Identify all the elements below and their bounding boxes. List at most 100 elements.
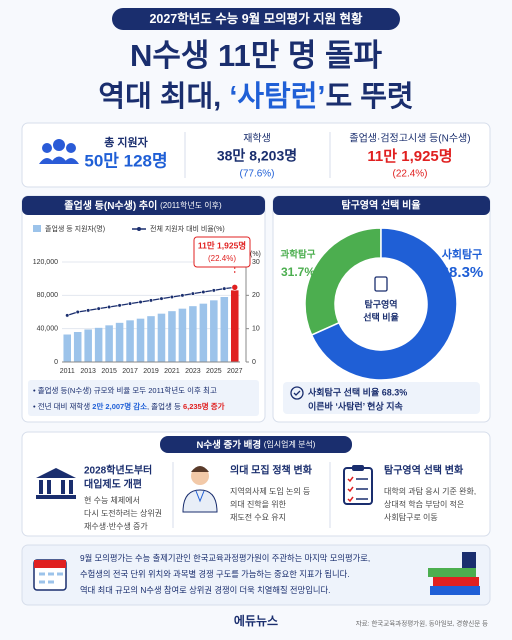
legend-label: 졸업생 등 지원자(명): [45, 224, 105, 233]
stat-value: 38만 8,203명: [217, 148, 297, 164]
note-text: 졸업생 등(N수생) 규모와 비율 모두 2011학년도 이후 최고: [38, 385, 217, 395]
pie-center-label: 선택 비율: [363, 311, 399, 322]
summary-line: 역대 최대 규모의 N수생 참여로 상위권 경쟁이 더욱 치열해질 전망입니다.: [80, 585, 330, 595]
y-tick-label: 80,000: [37, 292, 59, 299]
item-title: 의대 모집 정책 변화: [230, 464, 313, 477]
source: 자료: 한국교육과정평가원, 동아일보, 경향신문 등: [356, 619, 488, 628]
pie-slice: [310, 227, 458, 381]
title-part: 도 뚜렷: [325, 80, 413, 113]
annotation: (22.4%): [208, 254, 236, 263]
y-tick-label: 40,000: [37, 326, 59, 333]
line-point: [159, 296, 164, 301]
line-point: [180, 293, 185, 298]
y-tick-label: 0: [54, 359, 58, 366]
item-body: 현 수능 체제에서: [84, 495, 140, 505]
bar: [157, 313, 166, 362]
section-title: N수생 증가 배경 (입시업계 분석): [197, 439, 316, 451]
item-body: 재수생·반수생 증가: [84, 521, 148, 531]
note-highlight: 2만 2,007명 감소: [92, 401, 147, 411]
bar: [168, 311, 176, 362]
pie-note: 사회탐구 선택 비율 68.3%: [308, 386, 407, 397]
bar: [73, 332, 82, 362]
line-point: [75, 309, 80, 315]
item-body: 지역의사제 도입 논의 등: [230, 486, 310, 496]
note-highlight: 6,235명 증가: [183, 401, 225, 411]
item-title: 탐구영역 선택 변화: [384, 464, 464, 477]
bar: [94, 327, 103, 362]
panel-title: 졸업생 등(N수생) 추이 (2011학년도 이후): [64, 199, 222, 212]
summary-line: 수험생의 전국 단위 위치와 과목별 경쟁 구도를 가늠하는 중요한 지표가 됩…: [80, 569, 350, 579]
section-subtitle: (입시업계 분석): [264, 439, 316, 449]
note-text: 전년 대비 재학생: [38, 401, 93, 411]
line-point: [117, 303, 122, 308]
panel-header: [273, 196, 490, 215]
pie-value-label: 31.7%: [281, 265, 315, 279]
line-point: [107, 304, 112, 310]
pie-category: 사회탐구: [442, 247, 482, 261]
x-tick-label: 2013: [80, 368, 96, 375]
clipboard-icon: [374, 276, 388, 292]
item-title: 대입제도 개편: [84, 478, 142, 491]
bar: [220, 297, 229, 362]
books-icon: [428, 552, 480, 595]
bar: [84, 329, 92, 362]
annotation: 11만 1,925명: [198, 240, 246, 250]
chart-subtitle: (2011학년도 이후): [160, 200, 222, 210]
x-tick-label: 2017: [122, 368, 138, 375]
item-body: 대학의 과탐 응시 기준 완화,: [384, 486, 476, 496]
y-tick-label: 120,000: [33, 259, 58, 266]
stat-value: 11만 1,925명: [367, 147, 452, 165]
item-title: 2028학년도부터: [84, 464, 152, 477]
chart-title: 졸업생 등(N수생) 추이: [64, 199, 157, 212]
item-body: 상대적 학습 부담이 적은: [384, 499, 464, 509]
y2-axis-label: (%): [250, 251, 261, 258]
bar: [230, 290, 239, 362]
bar: [178, 308, 187, 362]
title: N수생 11만 명 돌파: [130, 38, 383, 73]
y2-tick-label: 30: [252, 259, 260, 266]
line-point: [169, 294, 175, 300]
item-body: 사회탐구로 이동: [384, 512, 438, 522]
item-body: 다시 도전하려는 상위권: [84, 508, 162, 518]
line-point: [190, 291, 195, 296]
bar: [199, 303, 208, 362]
x-tick-label: 2019: [143, 368, 159, 375]
pie-center: [337, 260, 425, 348]
panel-header: [160, 436, 352, 453]
bar-chart: 0 40,000 80,000 120,000 0 10 20 30(%) 2011 2013 20…: [33, 236, 261, 375]
bar: [189, 306, 197, 362]
check-icon: [293, 390, 301, 396]
bar: [115, 322, 124, 362]
line-point: [231, 284, 239, 291]
check-icon: [290, 386, 304, 400]
stat-label: 총 지원자: [104, 135, 148, 149]
bar: [63, 334, 72, 362]
line-point: [96, 306, 101, 311]
legend-label: 전체 지원자 대비 비율(%): [150, 224, 225, 233]
badge: [112, 8, 400, 30]
line-point: [127, 301, 133, 306]
line-point: [148, 298, 154, 303]
stats-card: [21, 122, 491, 188]
x-tick-label: 2021: [164, 368, 180, 375]
note-text: , 졸업생 등: [147, 401, 183, 411]
item-body: 의대 진학을 위한: [230, 499, 287, 509]
title-line: 역대 최대, ‘사탐런’도 뚜렷: [98, 80, 413, 113]
clipboard-icon: [343, 465, 373, 505]
x-tick-label: 2027: [227, 368, 243, 375]
stat-share: (77.6%): [239, 169, 274, 180]
bar: [210, 300, 218, 362]
bar: [126, 320, 134, 362]
badge-text: 2027학년도 수능 9월 모의평가 지원 현황: [149, 11, 363, 26]
background-panel: [21, 431, 491, 537]
bar: [136, 318, 145, 362]
doctor-icon: [182, 466, 218, 513]
line-point: [211, 288, 216, 293]
summary-line: 9월 모의평가는 수능 출제기관인 한국교육과정평가원이 주관하는 마지막 모의…: [80, 553, 370, 563]
line-point: [201, 289, 206, 295]
line-point: [222, 286, 227, 291]
stat-value: 50만 128명: [84, 151, 167, 170]
